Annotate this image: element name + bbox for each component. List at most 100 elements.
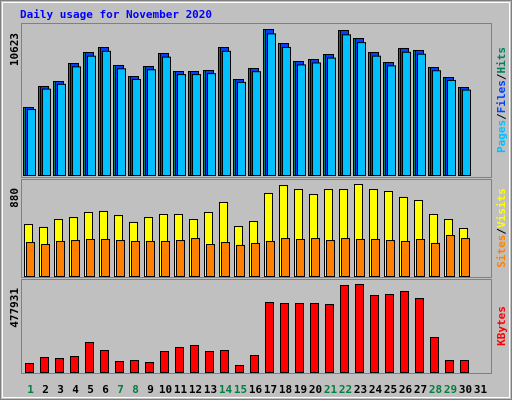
- bar: [115, 361, 124, 373]
- legend: Sites/Visits: [495, 188, 508, 268]
- x-tick-label: 27: [414, 383, 427, 396]
- x-tick-label: 29: [444, 383, 457, 396]
- x-tick-label: 25: [384, 383, 397, 396]
- bar: [55, 358, 64, 374]
- bar: [370, 295, 379, 374]
- x-tick-label: 16: [249, 383, 263, 396]
- bar: [236, 244, 245, 277]
- y-tick-label: 477931: [8, 288, 21, 328]
- bar: [71, 240, 80, 277]
- x-tick-label: 8: [132, 383, 139, 396]
- bar: [416, 238, 425, 277]
- x-tick-label: 1: [27, 383, 34, 396]
- bar: [356, 238, 365, 277]
- bar: [266, 240, 275, 278]
- bar: [267, 33, 276, 176]
- bar: [401, 240, 410, 278]
- frame: [2, 2, 510, 398]
- bar: [400, 291, 409, 374]
- bar: [296, 238, 305, 277]
- bar: [461, 238, 470, 278]
- bar: [87, 55, 96, 176]
- bar: [72, 66, 81, 176]
- bar: [386, 240, 395, 277]
- bar: [191, 238, 200, 278]
- x-tick-label: 7: [117, 383, 124, 396]
- bar: [340, 285, 349, 374]
- x-tick-label: 18: [279, 383, 292, 396]
- chart-title: Daily usage for November 2020: [20, 8, 212, 21]
- legend-entry: Pages: [495, 120, 508, 153]
- bar: [41, 244, 50, 278]
- bar: [341, 238, 350, 278]
- bar: [25, 363, 34, 374]
- bar: [177, 74, 186, 176]
- x-tick-label: 20: [309, 383, 322, 396]
- legend-entry: Visits: [495, 188, 508, 228]
- y-tick-label: 880: [8, 188, 21, 208]
- bar: [27, 109, 36, 176]
- bar: [282, 46, 291, 176]
- bar: [417, 53, 426, 176]
- x-tick-label: 3: [57, 383, 64, 396]
- x-tick-label: 9: [147, 383, 154, 396]
- bar: [56, 240, 65, 278]
- bar: [265, 302, 274, 373]
- bar: [145, 362, 154, 373]
- bar: [281, 238, 290, 278]
- bar: [297, 64, 306, 176]
- x-tick-label: 6: [102, 383, 109, 396]
- x-tick-label: 19: [294, 383, 307, 396]
- bar: [40, 357, 49, 373]
- x-tick-label: 21: [324, 383, 338, 396]
- bar: [86, 238, 95, 277]
- bar: [100, 350, 109, 374]
- bar: [252, 71, 261, 176]
- bar: [446, 235, 455, 278]
- x-tick-label: 23: [354, 383, 367, 396]
- x-tick-label: 30: [459, 383, 472, 396]
- x-tick-label: 15: [234, 383, 247, 396]
- bar: [192, 74, 201, 176]
- bar: [431, 242, 440, 277]
- bar: [101, 238, 110, 277]
- bar: [57, 83, 66, 176]
- x-tick-label: 31: [474, 383, 488, 396]
- bar: [310, 303, 319, 373]
- bar: [146, 240, 155, 278]
- x-tick-label: 24: [369, 383, 383, 396]
- legend-separator: /: [495, 73, 508, 80]
- bar: [70, 356, 79, 373]
- bar: [372, 55, 381, 176]
- bar: [131, 240, 140, 278]
- bar: [176, 240, 185, 277]
- bar: [26, 242, 35, 277]
- bar: [206, 244, 215, 278]
- bar: [385, 294, 394, 373]
- bar: [251, 242, 260, 277]
- bar: [327, 57, 336, 176]
- bar: [462, 89, 471, 176]
- bar: [132, 78, 141, 176]
- bar: [42, 88, 51, 176]
- x-tick-label: 5: [87, 383, 94, 396]
- bar: [160, 351, 169, 373]
- bar: [280, 303, 289, 373]
- bar: [415, 298, 424, 373]
- legend-entry: Hits: [495, 47, 508, 74]
- bar: [237, 81, 246, 176]
- bar: [175, 347, 184, 373]
- bar: [102, 50, 111, 177]
- bar: [325, 304, 334, 373]
- bar: [357, 42, 366, 176]
- bar: [250, 355, 259, 373]
- bar: [190, 345, 199, 374]
- bar: [326, 240, 335, 277]
- bar: [355, 284, 364, 373]
- x-tick-label: 17: [264, 383, 277, 396]
- x-tick-label: 12: [189, 383, 202, 396]
- bar: [130, 360, 139, 373]
- bar: [402, 51, 411, 176]
- bar: [312, 62, 321, 177]
- x-tick-label: 2: [42, 383, 49, 396]
